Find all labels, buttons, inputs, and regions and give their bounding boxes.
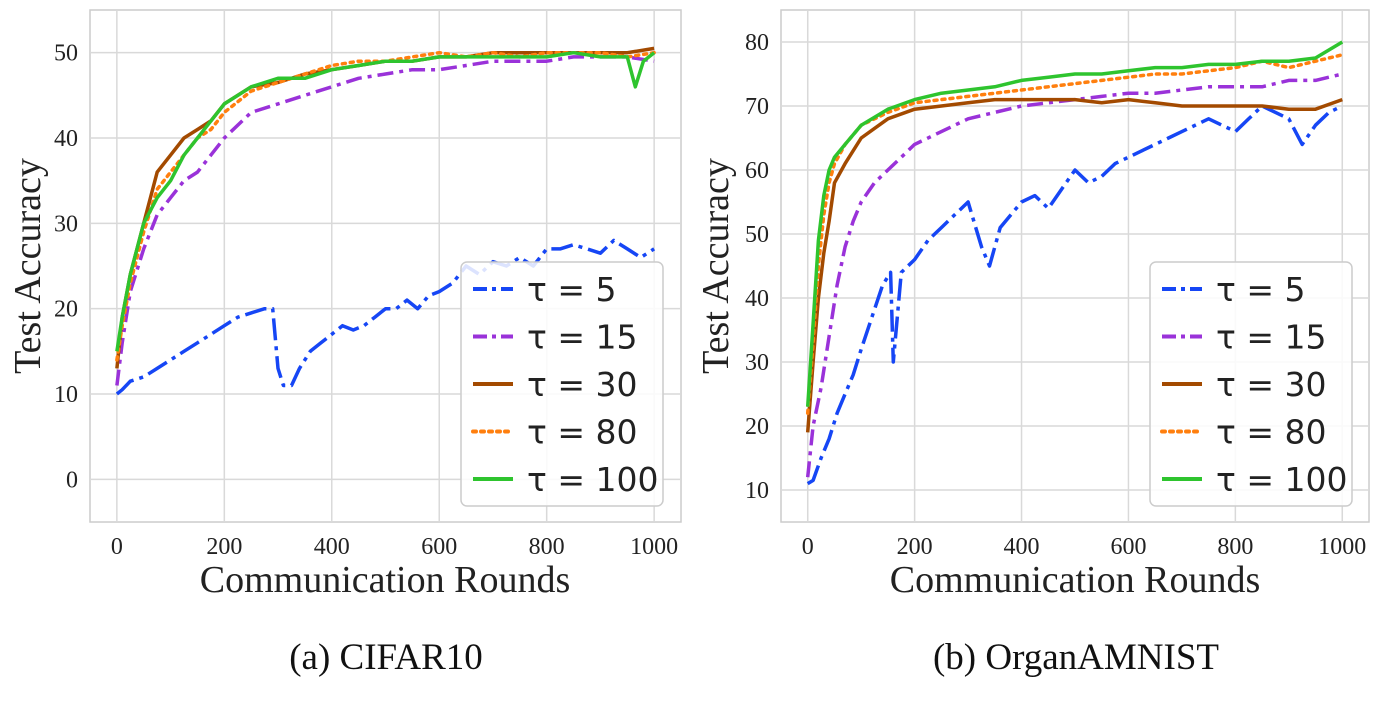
series-lines (805, 40, 1345, 486)
y-tick-label: 0 (66, 467, 78, 493)
x-tick-label: 200 (206, 534, 242, 560)
legend-box (1149, 261, 1353, 507)
legend-label: τ = 5 (527, 270, 617, 309)
x-ticks: 0 200 400 600 800 1000 (111, 534, 678, 560)
x-tick-label: 400 (314, 534, 350, 560)
x-tick-label: 1000 (630, 534, 678, 560)
legend-label: τ = 15 (527, 318, 638, 357)
y-axis-label: Test Accuracy (7, 158, 49, 374)
legend-label: τ = 30 (527, 365, 638, 404)
x-tick-label: 0 (111, 534, 123, 560)
x-tick-label: 600 (421, 534, 457, 560)
y-tick-label: 30 (745, 350, 769, 376)
series-line-2 (805, 72, 1343, 478)
series-lines (115, 46, 656, 396)
chart-organamnist: 0 200 400 600 800 1000 10 20 30 40 50 60 70 80 Commu… (695, 9, 1370, 601)
caption-b: (b) OrganAMNIST (932, 637, 1220, 678)
y-tick-label: 40 (745, 286, 769, 312)
y-tick-label: 50 (745, 222, 769, 248)
legend: τ = 5 τ = 15 τ = 30 τ = 80 τ = 100 (460, 261, 664, 507)
x-ticks: 0 200 400 600 800 1000 (802, 534, 1367, 560)
legend-label: τ = 5 (1216, 270, 1306, 309)
legend: τ = 5 τ = 15 τ = 30 τ = 80 τ = 100 (1149, 261, 1353, 507)
x-tick-label: 200 (897, 534, 933, 560)
y-tick-label: 20 (745, 414, 769, 440)
series-line-5 (115, 50, 656, 352)
y-tick-label: 20 (54, 297, 78, 323)
legend-label: τ = 80 (527, 413, 638, 452)
series-line-3 (805, 97, 1343, 433)
x-axis-label: Communication Rounds (890, 559, 1261, 601)
series-line-4 (115, 50, 656, 362)
grid (781, 10, 1369, 522)
y-tick-label: 70 (745, 94, 769, 120)
y-ticks: 10 20 30 40 50 60 70 80 (745, 30, 769, 504)
y-ticks: 0 10 20 30 40 50 (54, 41, 78, 494)
series-line-1 (806, 104, 1344, 486)
chart-cifar10: 0 200 400 600 800 1000 0 10 20 30 40 50 Communicat… (7, 9, 682, 601)
series-line-4 (805, 53, 1345, 415)
legend-label: τ = 100 (1216, 460, 1347, 499)
y-tick-label: 60 (745, 158, 769, 184)
y-tick-label: 80 (745, 30, 769, 56)
x-tick-label: 800 (529, 534, 565, 560)
series-line-2 (115, 55, 655, 386)
x-tick-label: 1000 (1318, 534, 1366, 560)
y-tick-label: 10 (54, 382, 78, 408)
legend-label: τ = 30 (1216, 365, 1327, 404)
legend-box (460, 261, 664, 507)
y-tick-label: 50 (54, 41, 78, 67)
x-tick-label: 0 (802, 534, 814, 560)
x-axis-label: Communication Rounds (200, 559, 571, 601)
legend-label: τ = 80 (1216, 413, 1327, 452)
x-tick-label: 800 (1217, 534, 1253, 560)
y-axis-label: Test Accuracy (695, 158, 737, 374)
series-line-1 (115, 238, 656, 396)
legend-label: τ = 15 (1216, 318, 1327, 357)
series-line-5 (805, 40, 1344, 407)
caption-a: (a) CIFAR10 (289, 637, 483, 678)
legend-label: τ = 100 (527, 460, 658, 499)
y-tick-label: 40 (54, 126, 78, 152)
x-tick-label: 600 (1110, 534, 1146, 560)
y-tick-label: 30 (54, 211, 78, 237)
x-tick-label: 400 (1004, 534, 1040, 560)
y-tick-label: 10 (745, 478, 769, 504)
